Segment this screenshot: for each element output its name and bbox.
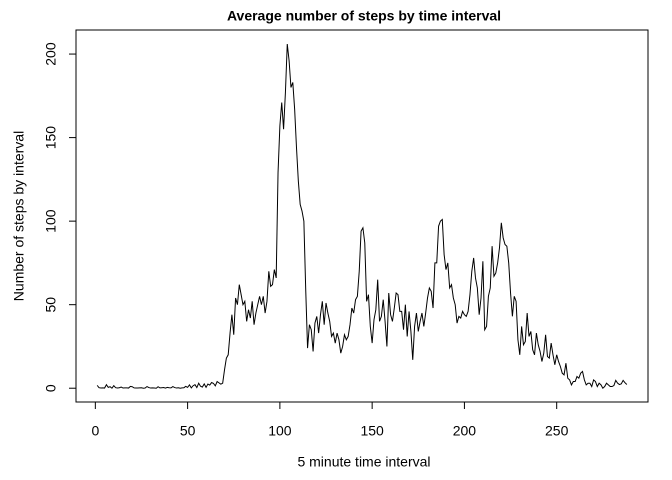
y-axis-label: Number of steps by interval bbox=[11, 131, 27, 301]
x-tick-label: 200 bbox=[453, 423, 477, 439]
x-axis-label: 5 minute time interval bbox=[297, 454, 430, 470]
y-tick-label: 50 bbox=[43, 297, 59, 313]
data-line bbox=[96, 43, 628, 390]
y-tick-label: 200 bbox=[43, 42, 59, 66]
y-tick-label: 0 bbox=[43, 384, 59, 392]
x-tick-label: 250 bbox=[545, 423, 569, 439]
x-tick-label: 0 bbox=[91, 423, 99, 439]
x-tick-label: 50 bbox=[180, 423, 196, 439]
x-tick-label: 150 bbox=[360, 423, 384, 439]
y-tick-label: 150 bbox=[43, 126, 59, 150]
y-tick-label: 100 bbox=[43, 209, 59, 233]
x-tick-label: 100 bbox=[268, 423, 292, 439]
chart-title: Average number of steps by time interval bbox=[227, 8, 501, 24]
